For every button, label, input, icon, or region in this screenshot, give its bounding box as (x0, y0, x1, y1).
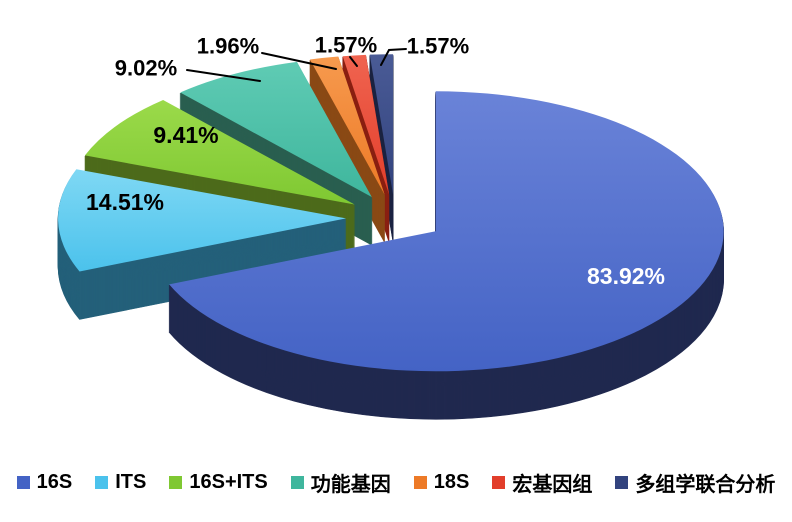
chart-container: 83.92% 14.51% 9.41% 9.02% 1.96% 1.57% 1.57% (57, 33, 724, 420)
pie-slice-top (369, 54, 394, 195)
legend-item: 多组学联合分析 (615, 468, 775, 497)
slice-label: 9.41% (153, 122, 218, 148)
pie-slice-top (342, 54, 390, 195)
legend-label: 宏基因组 (512, 473, 593, 496)
legend-swatch (16, 475, 30, 489)
legend-label: ITS (115, 470, 147, 493)
label-leader-line (261, 52, 337, 70)
legend-item: 16S (16, 470, 73, 494)
slice-label: 14.51% (86, 189, 164, 215)
slice-label: 83.92% (587, 263, 665, 289)
legend-label: 18S (433, 470, 470, 493)
pie-slice-top (169, 91, 724, 372)
legend-swatch (169, 475, 183, 489)
legend-item: 宏基因组 (492, 468, 592, 497)
pie-slice-top (309, 56, 385, 195)
pie-slice-top (180, 61, 372, 198)
legend-item: 18S (413, 470, 470, 494)
slice-label: 1.57% (407, 34, 469, 59)
slice-label: 9.02% (115, 56, 177, 81)
legend-swatch (95, 475, 109, 489)
label-leader-line (186, 69, 261, 82)
legend-swatch (492, 475, 506, 489)
legend-label: 多组学联合分析 (635, 473, 776, 496)
slice-label: 1.96% (197, 34, 259, 59)
legend-label: 16S (36, 470, 73, 493)
legend-swatch (413, 475, 427, 489)
pie-slice-top (84, 99, 355, 205)
chart-legend: 16S ITS 16S+ITS 功能基因 18S 宏基因组 多组学联合分析 (0, 456, 792, 522)
pie-slice-top (58, 169, 347, 272)
label-leader-line (380, 48, 407, 66)
slice-label: 1.57% (315, 33, 377, 58)
legend-swatch (290, 475, 304, 489)
pie-slice-0 (168, 91, 724, 420)
legend-label: 16S+ITS (189, 470, 268, 493)
legend-item: 功能基因 (290, 468, 391, 497)
legend-item: ITS (95, 471, 146, 494)
legend-item: 16S+ITS (169, 470, 268, 494)
pie-slice-1 (57, 169, 347, 320)
legend-swatch (615, 475, 629, 489)
label-leader-line (349, 56, 358, 67)
legend-label: 功能基因 (310, 473, 391, 496)
pie-chart-3d: 83.92% 14.51% 9.41% 9.02% 1.96% 1.57% 1.57% (57, 33, 724, 420)
